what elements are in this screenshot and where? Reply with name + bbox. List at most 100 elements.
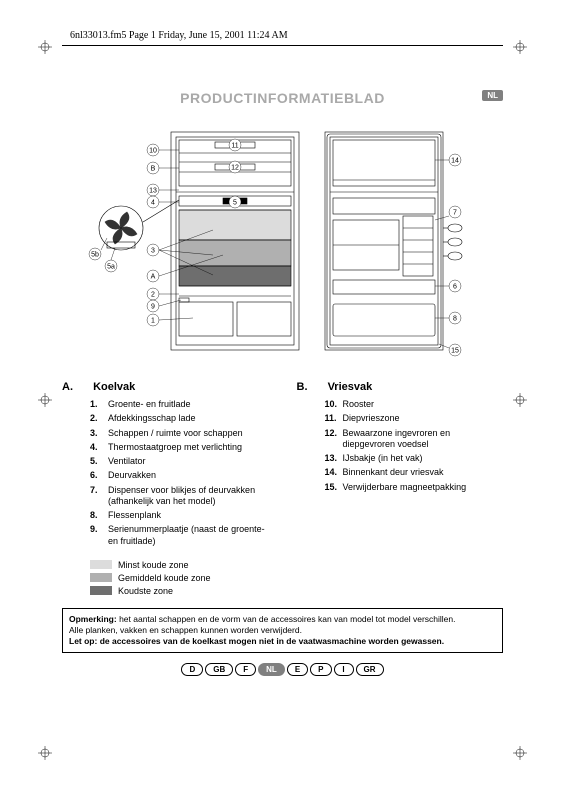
list-item: 13.IJsbakje (in het vak) bbox=[325, 453, 504, 464]
item-text: Flessenplank bbox=[108, 510, 269, 521]
section-b-heading: B. Vriesvak bbox=[297, 381, 504, 393]
item-number: 2. bbox=[90, 413, 108, 424]
svg-text:12: 12 bbox=[231, 165, 239, 172]
item-text: Groente- en fruitlade bbox=[108, 399, 269, 410]
note-label: Opmerking: bbox=[69, 614, 117, 624]
item-number: 15. bbox=[325, 482, 343, 493]
file-header: 6nl33013.fm5 Page 1 Friday, June 15, 200… bbox=[70, 30, 288, 41]
crop-mark-icon bbox=[513, 746, 527, 760]
item-text: Schappen / ruimte voor schappen bbox=[108, 428, 269, 439]
svg-text:6: 6 bbox=[453, 284, 457, 291]
svg-text:5b: 5b bbox=[91, 252, 99, 259]
item-number: 9. bbox=[90, 524, 108, 547]
list-item: 15.Verwijderbare magneetpakking bbox=[325, 482, 504, 493]
list-item: 10.Rooster bbox=[325, 399, 504, 410]
list-item: 9.Serienummerplaatje (naast de groente- … bbox=[90, 524, 269, 547]
item-number: 8. bbox=[90, 510, 108, 521]
zone-legend: Minst koude zone Gemiddeld koude zone Koud… bbox=[62, 560, 503, 596]
item-text: Deurvakken bbox=[108, 470, 269, 481]
item-number: 13. bbox=[325, 453, 343, 464]
appliance-diagram: 10 B 13 4 3 A 2 9 1 5a 5b 11 12 5 bbox=[62, 120, 503, 365]
crop-mark-icon bbox=[513, 393, 527, 407]
legend-label: Koudste zone bbox=[118, 586, 173, 596]
item-text: Bewaarzone ingevroren en diepgevroren vo… bbox=[343, 428, 504, 451]
item-text: Dispenser voor blikjes of deurvakken (af… bbox=[108, 485, 269, 508]
legend-row: Minst koude zone bbox=[90, 560, 503, 570]
list-item: 6.Deurvakken bbox=[90, 470, 269, 481]
list-item: 1.Groente- en fruitlade bbox=[90, 399, 269, 410]
list-item: 12.Bewaarzone ingevroren en diepgevroren… bbox=[325, 428, 504, 451]
language-pill-f[interactable]: F bbox=[235, 663, 256, 676]
diagram-svg: 10 B 13 4 3 A 2 9 1 5a 5b 11 12 5 bbox=[63, 120, 503, 365]
item-number: 11. bbox=[325, 413, 343, 424]
column-a: A. Koelvak 1.Groente- en fruitlade2.Afde… bbox=[62, 381, 269, 550]
item-text: Thermostaatgroep met verlichting bbox=[108, 442, 269, 453]
page-title: PRODUCTINFORMATIEBLAD bbox=[180, 90, 385, 106]
svg-text:5: 5 bbox=[233, 200, 237, 207]
section-a-list: 1.Groente- en fruitlade2.Afdekkingsschap… bbox=[62, 399, 269, 547]
svg-text:1: 1 bbox=[151, 318, 155, 325]
legend-row: Gemiddeld koude zone bbox=[90, 573, 503, 583]
svg-text:B: B bbox=[150, 166, 155, 173]
svg-text:A: A bbox=[150, 274, 155, 281]
language-badge: NL bbox=[482, 90, 503, 101]
item-text: Binnenkant deur vriesvak bbox=[343, 467, 504, 478]
language-pill-nl[interactable]: NL bbox=[258, 663, 285, 676]
section-b-title: Vriesvak bbox=[328, 381, 373, 393]
svg-text:15: 15 bbox=[451, 348, 459, 355]
language-pill-gr[interactable]: GR bbox=[356, 663, 384, 676]
legend-swatch bbox=[90, 560, 112, 569]
language-pill-i[interactable]: I bbox=[334, 663, 354, 676]
item-number: 5. bbox=[90, 456, 108, 467]
section-b-list: 10.Rooster 11.Diepvrieszone 12.Bewaarzone … bbox=[297, 399, 504, 493]
note-box: Opmerking: het aantal schappen en de vor… bbox=[62, 608, 503, 653]
item-number: 4. bbox=[90, 442, 108, 453]
crop-mark-icon bbox=[38, 746, 52, 760]
item-text: Afdekkingsschap lade bbox=[108, 413, 269, 424]
list-item: 5.Ventilator bbox=[90, 456, 269, 467]
item-text: Rooster bbox=[343, 399, 504, 410]
legend-row: Koudste zone bbox=[90, 586, 503, 596]
svg-text:7: 7 bbox=[453, 210, 457, 217]
crop-mark-icon bbox=[513, 40, 527, 54]
description-columns: A. Koelvak 1.Groente- en fruitlade2.Afde… bbox=[62, 381, 503, 550]
svg-text:11: 11 bbox=[231, 143, 238, 150]
svg-text:2: 2 bbox=[151, 292, 155, 299]
item-number: 7. bbox=[90, 485, 108, 508]
item-number: 10. bbox=[325, 399, 343, 410]
svg-text:14: 14 bbox=[451, 158, 459, 165]
list-item: 11.Diepvrieszone bbox=[325, 413, 504, 424]
legend-label: Gemiddeld koude zone bbox=[118, 573, 211, 583]
list-item: 8.Flessenplank bbox=[90, 510, 269, 521]
item-number: 1. bbox=[90, 399, 108, 410]
item-number: 6. bbox=[90, 470, 108, 481]
title-row: PRODUCTINFORMATIEBLAD NL bbox=[62, 90, 503, 106]
section-b-letter: B. bbox=[297, 381, 325, 393]
page-content: PRODUCTINFORMATIEBLAD NL bbox=[62, 90, 503, 740]
svg-text:5a: 5a bbox=[107, 264, 115, 271]
svg-text:13: 13 bbox=[149, 188, 157, 195]
list-item: 2.Afdekkingsschap lade bbox=[90, 413, 269, 424]
item-number: 14. bbox=[325, 467, 343, 478]
list-item: 4.Thermostaatgroep met verlichting bbox=[90, 442, 269, 453]
language-pill-e[interactable]: E bbox=[287, 663, 308, 676]
item-number: 3. bbox=[90, 428, 108, 439]
note-line-3: Let op: de accessoires van de koelkast m… bbox=[69, 636, 496, 647]
section-a-title: Koelvak bbox=[93, 381, 135, 393]
svg-text:8: 8 bbox=[453, 316, 457, 323]
header-rule bbox=[62, 45, 503, 46]
legend-label: Minst koude zone bbox=[118, 560, 189, 570]
column-b: B. Vriesvak 10.Rooster 11.Diepvrieszone 12… bbox=[297, 381, 504, 550]
language-pill-p[interactable]: P bbox=[310, 663, 331, 676]
svg-text:9: 9 bbox=[151, 304, 155, 311]
note-line-2: Alle planken, vakken en schappen kunnen … bbox=[69, 625, 496, 636]
language-pill-d[interactable]: D bbox=[181, 663, 203, 676]
list-item: 7.Dispenser voor blikjes of deurvakken (… bbox=[90, 485, 269, 508]
item-text: Serienummerplaatje (naast de groente- en… bbox=[108, 524, 269, 547]
svg-text:4: 4 bbox=[151, 200, 155, 207]
language-pill-gb[interactable]: GB bbox=[205, 663, 233, 676]
item-text: Verwijderbare magneetpakking bbox=[343, 482, 504, 493]
crop-mark-icon bbox=[38, 40, 52, 54]
list-item: 14.Binnenkant deur vriesvak bbox=[325, 467, 504, 478]
svg-text:10: 10 bbox=[149, 148, 157, 155]
